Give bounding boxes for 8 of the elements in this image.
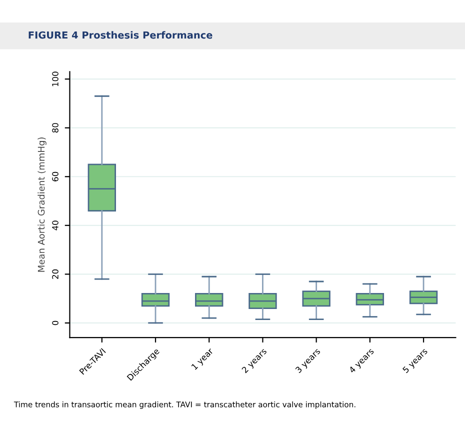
y-tick-label: 40: [52, 220, 58, 230]
y-tick-label: 60: [52, 172, 58, 182]
chart-title: FIGURE 4 Prosthesis Performance: [28, 31, 212, 39]
y-tick-label: 20: [52, 269, 58, 279]
y-tick-label: 100: [52, 72, 58, 86]
y-axis-title: Mean Aortic Gradient (mmHg): [38, 137, 46, 272]
y-tick-label: 80: [52, 123, 58, 133]
y-tick-label: 0: [52, 320, 58, 326]
